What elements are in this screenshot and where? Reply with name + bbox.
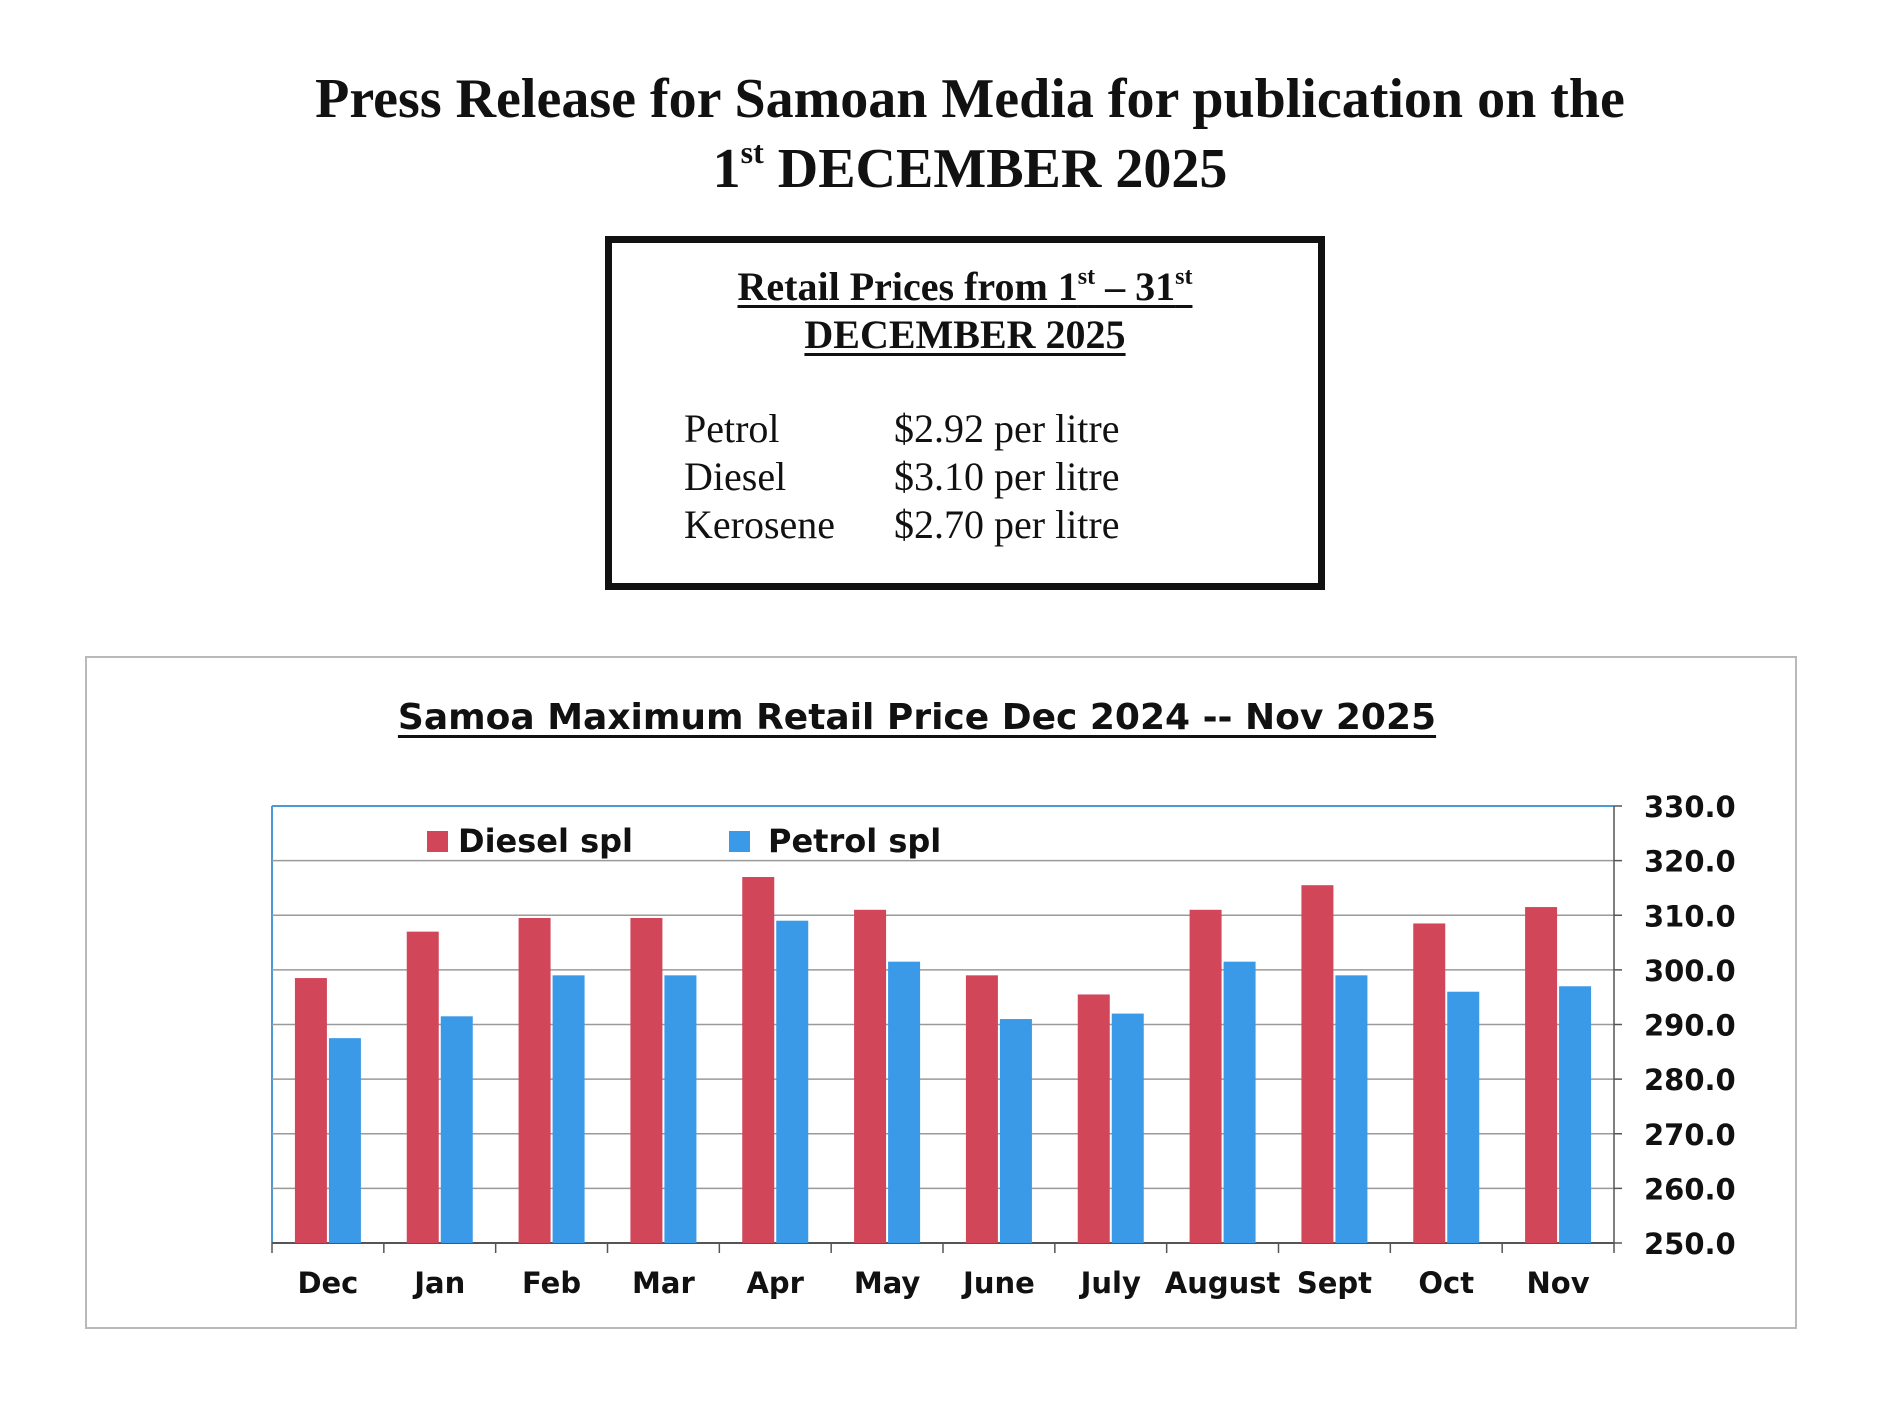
x-tick-label: Apr — [746, 1266, 804, 1300]
bar-petrol — [1111, 1013, 1144, 1243]
x-tick-label: Feb — [522, 1266, 581, 1300]
bar-diesel — [742, 877, 775, 1243]
fuel-price: $3.10 per litre — [894, 454, 1120, 499]
bar-petrol — [440, 1016, 473, 1243]
price-row: Petrol $2.92 per litre — [684, 405, 1120, 453]
legend-swatch-petrol — [729, 830, 750, 852]
bar-petrol — [1335, 975, 1368, 1243]
legend-label-petrol: Petrol spl — [768, 822, 942, 860]
bar-petrol — [664, 975, 697, 1243]
price-list: Petrol $2.92 per litre Diesel $3.10 per li… — [684, 405, 1120, 549]
chart-title: Samoa Maximum Retail Price Dec 2024 -- N… — [87, 696, 1747, 740]
x-tick-label: May — [854, 1266, 921, 1300]
chart-frame: Samoa Maximum Retail Price Dec 2024 -- N… — [85, 656, 1797, 1329]
x-tick-label: August — [1165, 1266, 1281, 1300]
x-tick-label: Nov — [1527, 1266, 1590, 1300]
bar-chart: 250.0 260.0 270.0 280.0 290.0 300.0 310.0 320.0… — [271, 790, 1736, 1300]
bar-petrol — [999, 1019, 1032, 1243]
chart-title-text: Samoa Maximum Retail Price Dec 2024 -- N… — [397, 697, 1437, 738]
bar-diesel — [1525, 907, 1558, 1243]
x-tick-label: Oct — [1418, 1266, 1474, 1300]
x-tick-label: Sept — [1297, 1266, 1372, 1300]
y-tick-label: 320.0 — [1644, 845, 1736, 879]
bar-diesel — [406, 931, 439, 1243]
price-row: Kerosene $2.70 per litre — [684, 501, 1120, 549]
bar-diesel — [965, 975, 998, 1243]
x-tick-label: June — [961, 1266, 1035, 1300]
heading-mid: – 31 — [1095, 264, 1176, 309]
y-tick-label: 270.0 — [1644, 1118, 1736, 1152]
bar-petrol — [888, 961, 921, 1243]
fuel-price: $2.70 per litre — [894, 502, 1120, 547]
y-tick-label: 300.0 — [1644, 954, 1736, 988]
bar-diesel — [854, 909, 887, 1243]
headline-line1: Press Release for Samoan Media for publi… — [315, 68, 1625, 130]
bar-diesel — [1077, 994, 1110, 1243]
bar-diesel — [630, 917, 663, 1243]
bar-diesel — [1413, 923, 1446, 1243]
headline-month-year: DECEMBER 2025 — [777, 138, 1228, 200]
bar-diesel — [1189, 909, 1222, 1243]
bar-petrol — [1559, 986, 1592, 1243]
x-tick-label: Jan — [412, 1266, 465, 1300]
bar-petrol — [328, 1038, 361, 1243]
headline: Press Release for Samoan Media for publi… — [0, 64, 1890, 204]
retail-price-box: Retail Prices from 1st – 31st DECEMBER 2… — [605, 236, 1325, 590]
bar-petrol — [1447, 991, 1480, 1243]
legend-item-diesel: Diesel spl — [427, 822, 633, 860]
bar-diesel — [294, 978, 327, 1243]
y-tick-label: 260.0 — [1644, 1172, 1736, 1206]
headline-day-suffix: st — [740, 134, 764, 170]
headline-day: 1 — [712, 138, 741, 200]
heading-sup2: st — [1175, 264, 1193, 290]
heading-line2: DECEMBER 2025 — [804, 312, 1126, 357]
fuel-name: Diesel — [684, 454, 787, 499]
y-tick-label: 310.0 — [1644, 899, 1736, 933]
legend-swatch-diesel — [427, 830, 448, 852]
y-tick-label: 290.0 — [1644, 1009, 1736, 1043]
bar-petrol — [1223, 961, 1256, 1243]
x-tick-label: Dec — [297, 1266, 358, 1300]
fuel-name: Kerosene — [684, 502, 836, 547]
bar-diesel — [1301, 885, 1334, 1243]
x-tick-label: Mar — [632, 1266, 695, 1300]
headline-line2: 1st DECEMBER 2025 — [0, 134, 1890, 204]
retail-price-heading: Retail Prices from 1st – 31st DECEMBER 2… — [612, 263, 1318, 359]
heading-line1: Retail Prices from 1st – 31st — [738, 264, 1193, 309]
x-tick-label: July — [1079, 1266, 1141, 1300]
y-tick-label: 330.0 — [1644, 790, 1736, 824]
y-tick-label: 280.0 — [1644, 1063, 1736, 1097]
bar-petrol — [552, 975, 585, 1243]
fuel-name: Petrol — [684, 406, 780, 451]
bar-petrol — [776, 920, 809, 1243]
y-tick-label: 250.0 — [1644, 1227, 1736, 1261]
legend-label-diesel: Diesel spl — [458, 822, 634, 860]
legend-item-petrol: Petrol spl — [729, 822, 941, 860]
bar-diesel — [518, 917, 551, 1243]
price-row: Diesel $3.10 per litre — [684, 453, 1120, 501]
fuel-price: $2.92 per litre — [894, 406, 1120, 451]
heading-sup1: st — [1077, 264, 1096, 290]
heading-prefix: Retail Prices from 1 — [737, 264, 1078, 309]
